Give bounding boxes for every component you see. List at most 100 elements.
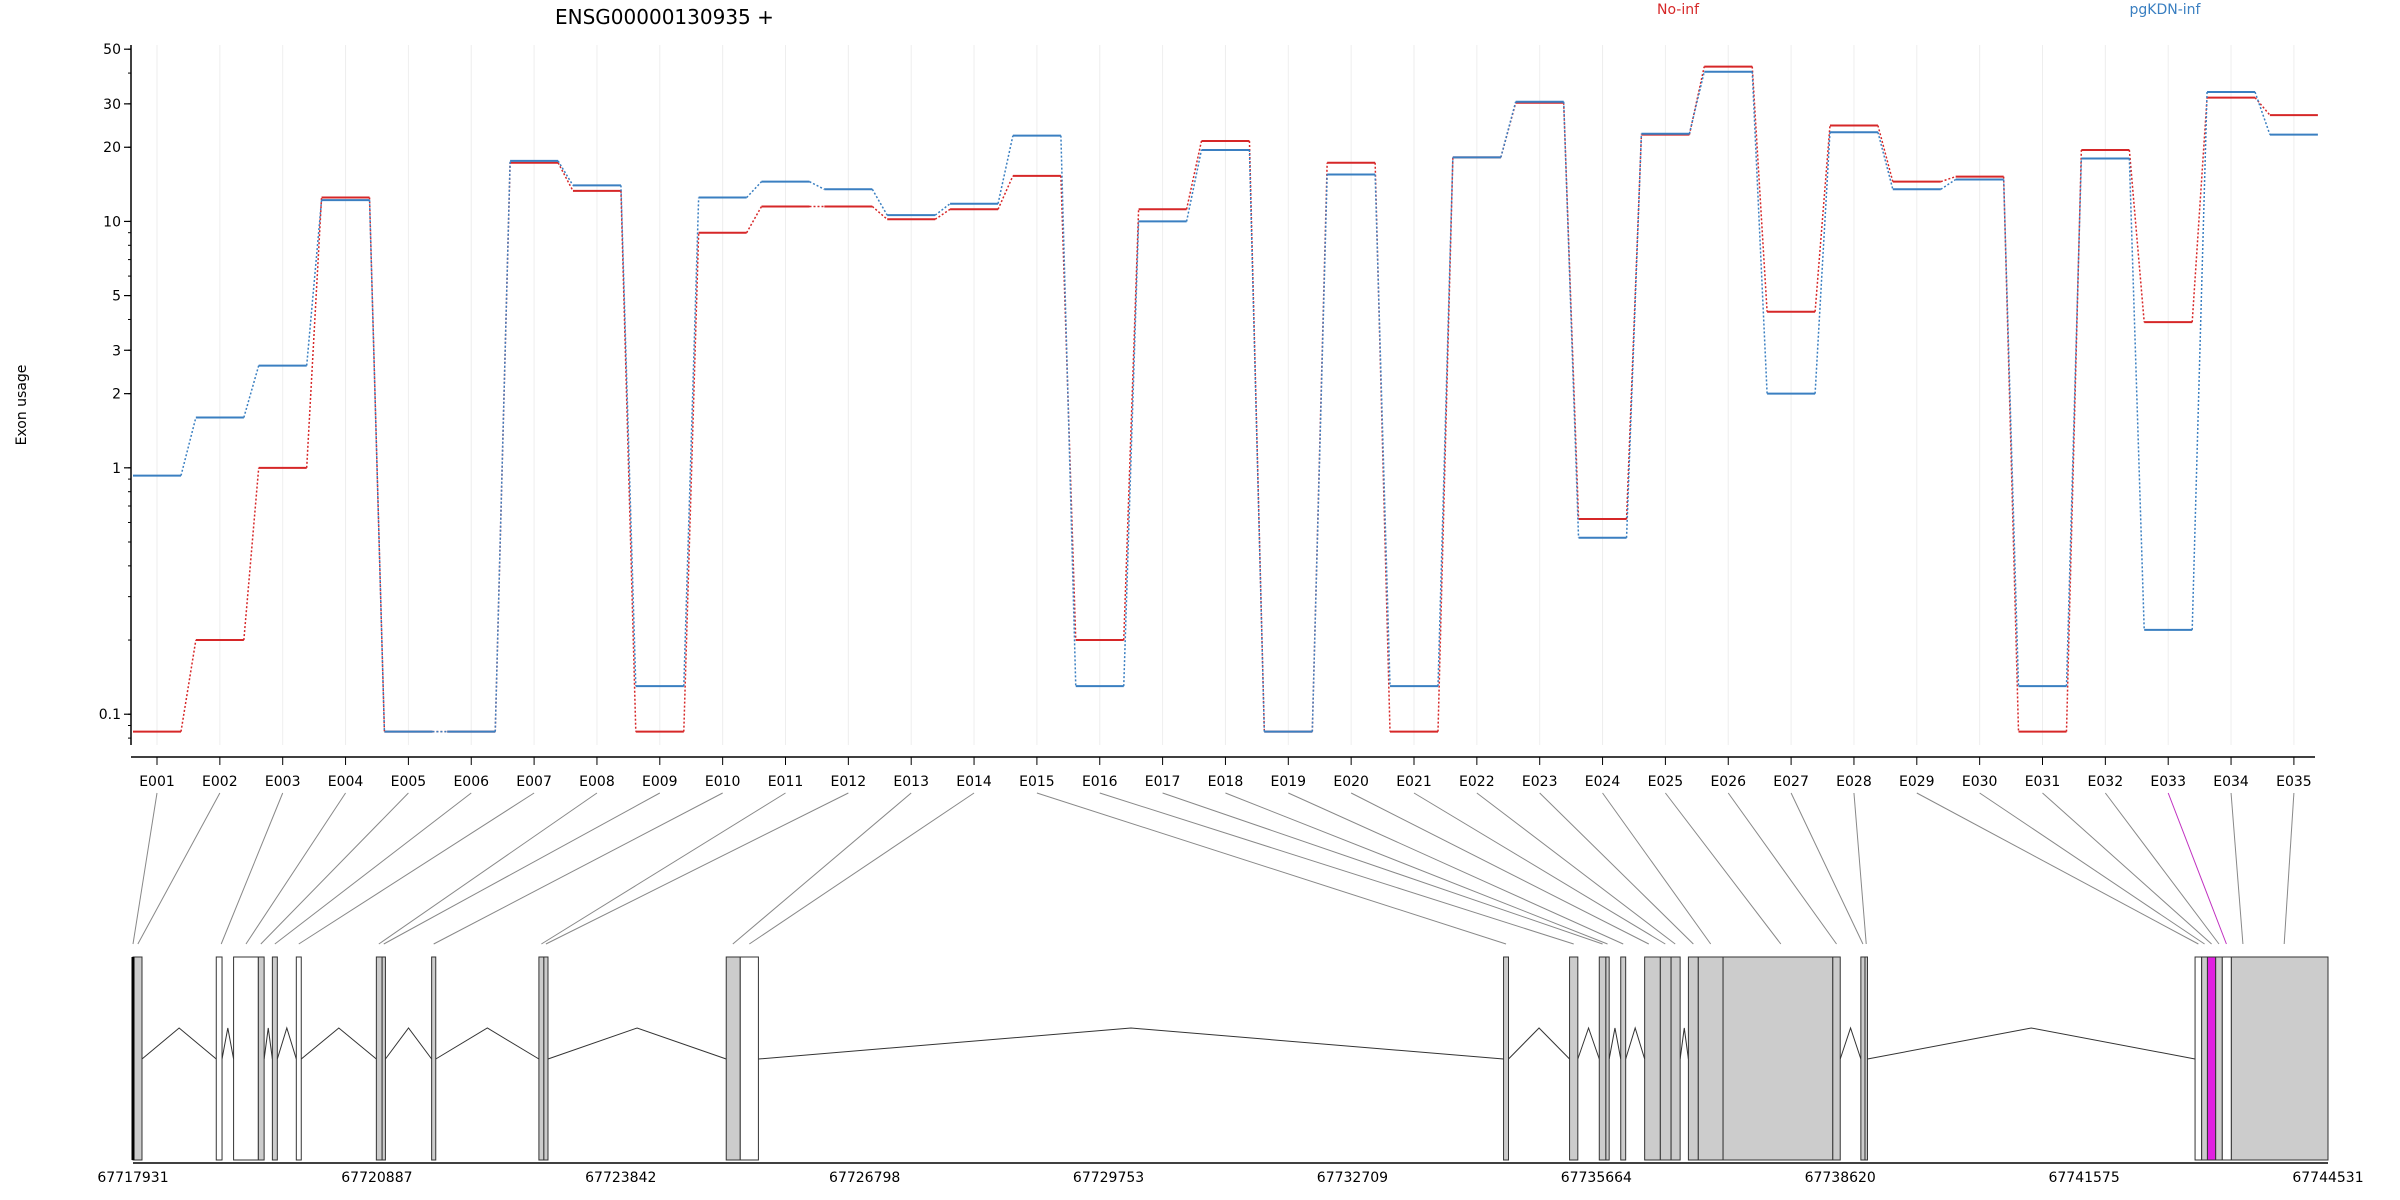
exon-box [1503, 956, 1510, 1161]
x-tick-label: E003 [265, 774, 301, 790]
intron-line [547, 1027, 727, 1060]
series-connector-1 [180, 71, 2271, 733]
genomic-tick-label: 67732709 [1317, 1170, 1388, 1186]
intron-line [141, 1027, 217, 1060]
y-tick-label: 30 [103, 97, 121, 113]
x-tick-label: E026 [1710, 774, 1746, 790]
x-tick-label: E012 [831, 774, 867, 790]
exon-connector-E011 [541, 792, 786, 945]
exon-box [739, 956, 759, 1161]
intron-line [1608, 1027, 1622, 1060]
exon-connector-E007 [298, 792, 535, 945]
exon-box [271, 956, 278, 1161]
x-tick-label: E011 [768, 774, 804, 790]
exon-box [1860, 956, 1866, 1161]
x-tick-label: E027 [1773, 774, 1809, 790]
exon-box [543, 956, 549, 1161]
x-tick-label: E034 [2213, 774, 2249, 790]
exon-box [1832, 956, 1841, 1161]
exon-box [431, 956, 437, 1161]
genomic-tick-label: 67735664 [1561, 1170, 1632, 1186]
genomic-tick-label: 67729753 [1073, 1170, 1144, 1186]
x-tick-label: E017 [1145, 774, 1181, 790]
exon-box [2194, 956, 2203, 1161]
x-tick-label: E033 [2150, 774, 2186, 790]
x-tick-label: E005 [391, 774, 427, 790]
exon-connector-E032 [2104, 792, 2220, 945]
exon-connector-E013 [732, 792, 912, 945]
x-tick-label: E008 [579, 774, 615, 790]
x-tick-label: E015 [1019, 774, 1055, 790]
exon-connector-E017 [1162, 792, 1603, 945]
x-tick-label: E006 [453, 774, 489, 790]
intron-line [221, 1027, 235, 1060]
genomic-tick-label: 67744531 [2292, 1170, 2363, 1186]
exon-connector-E027 [1790, 792, 1864, 945]
x-tick-label: E020 [1333, 774, 1369, 790]
x-tick-label: E029 [1899, 774, 1935, 790]
intron-line [1867, 1027, 2196, 1060]
intron-line [758, 1027, 1504, 1060]
intron-line [1625, 1026, 1646, 1060]
exon-connector-E018 [1225, 792, 1608, 945]
y-axis-label: Exon usage [14, 365, 30, 446]
exon-connectors [132, 792, 2295, 945]
exon-connector-E010 [433, 792, 723, 945]
y-tick-label: 10 [103, 214, 121, 230]
x-tick-label: E010 [705, 774, 741, 790]
exon-box [1605, 956, 1610, 1161]
exon-box [2221, 956, 2232, 1161]
x-tick-label: E024 [1585, 774, 1621, 790]
exon-box [538, 956, 545, 1161]
genomic-tick-label: 67738620 [1805, 1170, 1876, 1186]
exon-connector-E002 [137, 792, 221, 945]
x-tick-label: E009 [642, 774, 678, 790]
intron-line [300, 1027, 377, 1060]
exon-connector-E022 [1476, 792, 1676, 945]
series-lines [133, 65, 2318, 733]
exon-box [1687, 956, 1699, 1161]
x-tick-label: E014 [956, 774, 992, 790]
intron-line [1839, 1026, 1862, 1060]
axes: 0.1 1 2 3 5 10 20 30 50 E001 E002 E003 E004 E005 E006 E… [99, 42, 2315, 790]
exon-connector-E034 [2230, 792, 2244, 945]
y-tick-label: 5 [112, 289, 121, 305]
exon-connector-E031 [2042, 792, 2212, 945]
exon-box [2201, 956, 2208, 1161]
y-tick-label: 50 [103, 42, 121, 58]
exon-connector-E009 [383, 792, 661, 945]
exon-connector-E029 [1916, 792, 2199, 945]
x-tick-label: E004 [328, 774, 364, 790]
exon-box [233, 956, 259, 1161]
x-tick-label: E035 [2276, 774, 2312, 790]
intron-line [435, 1027, 540, 1060]
exon-box [1659, 956, 1672, 1161]
exon-box [295, 956, 302, 1161]
exon-connector-E015 [1036, 792, 1507, 945]
exon-box [1644, 956, 1661, 1161]
exon-box [2206, 956, 2217, 1161]
exon-connector-E028 [1853, 792, 1867, 945]
exon-box [1670, 956, 1681, 1161]
x-tick-label: E007 [516, 774, 552, 790]
x-tick-label: E002 [202, 774, 238, 790]
x-tick-label: E021 [1396, 774, 1432, 790]
x-tick-label: E013 [893, 774, 929, 790]
x-tick-label: E025 [1648, 774, 1684, 790]
x-tick-label: E023 [1522, 774, 1558, 790]
exon-connector-E004 [245, 792, 346, 945]
x-tick-label: E001 [139, 774, 175, 790]
exon-connector-E008 [378, 792, 598, 945]
intron-line [1577, 1026, 1600, 1060]
exon-connector-E016 [1099, 792, 1574, 945]
intron-line [263, 1027, 273, 1060]
genomic-tick-label: 67726798 [829, 1170, 900, 1186]
exon-box [1569, 956, 1579, 1161]
intron-line [1679, 1027, 1689, 1060]
y-tick-label: 1 [112, 461, 121, 477]
exon-box [381, 956, 386, 1161]
x-tick-label: E019 [1271, 774, 1307, 790]
exon-connector-E024 [1602, 792, 1712, 945]
intron-line [1508, 1027, 1570, 1060]
exon-box [1598, 956, 1607, 1161]
